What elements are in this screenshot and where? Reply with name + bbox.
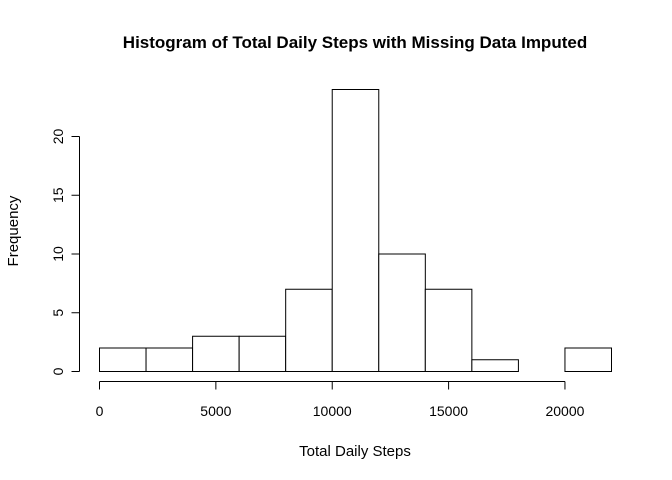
histogram-bar: [145, 347, 194, 372]
histogram-bar: [564, 347, 612, 372]
histogram-bar: [378, 253, 426, 372]
y-tick-label: 15: [50, 187, 66, 203]
x-axis: 0 5000 10000 15000 20000: [96, 381, 585, 419]
x-tick-label: 10000: [313, 403, 352, 419]
x-tick-label: 20000: [545, 403, 584, 419]
histogram-bar: [331, 89, 380, 372]
y-tick-label: 10: [50, 246, 66, 262]
histogram-bar: [238, 335, 287, 372]
x-tick-label: 15000: [429, 403, 468, 419]
chart-title: Histogram of Total Daily Steps with Miss…: [123, 33, 587, 52]
histogram-bars: [99, 89, 612, 372]
y-axis-label: Frequency: [5, 195, 22, 266]
histogram-bar: [99, 347, 147, 372]
y-tick-label: 0: [50, 367, 66, 375]
x-tick-label: 0: [96, 403, 104, 419]
histogram-bar: [471, 359, 519, 372]
y-axis: 0 5 10 15 20: [50, 129, 80, 375]
y-tick-label: 5: [50, 309, 66, 317]
histogram-bar: [424, 288, 473, 372]
histogram-bar: [192, 335, 240, 372]
y-tick-label: 20: [50, 129, 66, 145]
histogram-bar: [285, 288, 333, 372]
x-axis-label: Total Daily Steps: [299, 443, 411, 460]
x-tick-label: 5000: [200, 403, 231, 419]
